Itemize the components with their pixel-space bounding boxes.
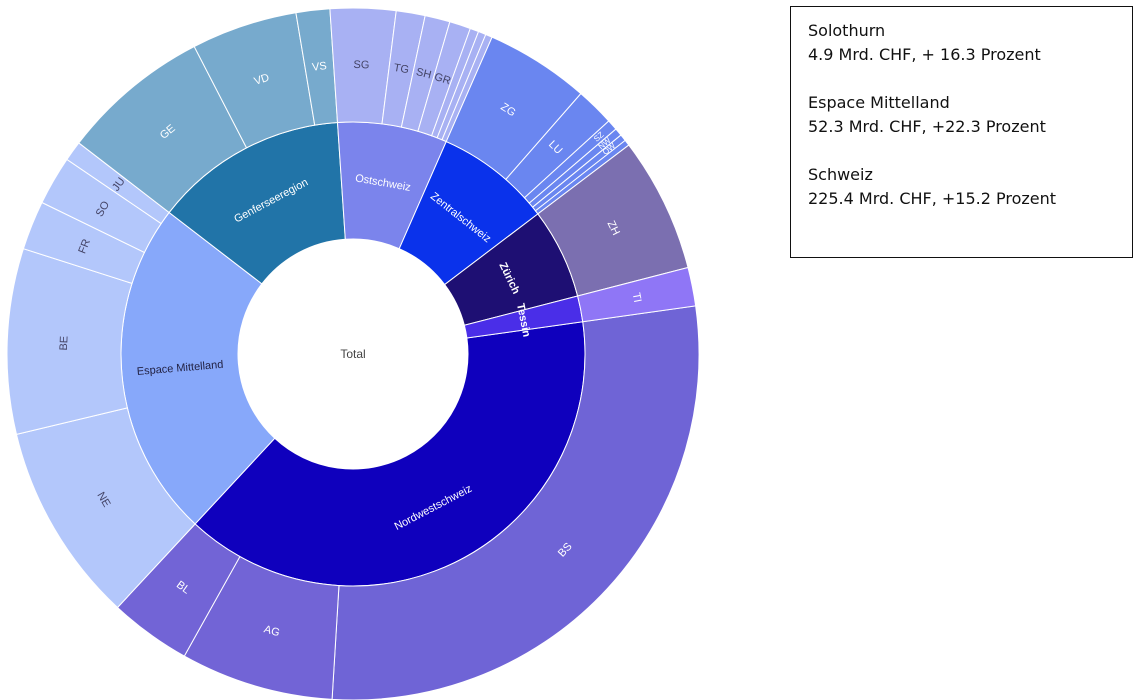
- info-entry-schweiz: Schweiz 225.4 Mrd. CHF, +15.2 Prozent: [808, 163, 1115, 211]
- canton-label-sh: SH: [415, 66, 433, 81]
- info-entry-detail: 225.4 Mrd. CHF, +15.2 Prozent: [808, 189, 1057, 208]
- canton-label-be: BE: [58, 336, 71, 351]
- canton-label-vd: VD: [253, 72, 271, 88]
- canton-segment-ti[interactable]: [577, 266, 697, 323]
- info-entry-espace-mittelland: Espace Mittelland 52.3 Mrd. CHF, +22.3 P…: [808, 91, 1115, 139]
- info-box: Solothurn 4.9 Mrd. CHF, + 16.3 Prozent E…: [790, 6, 1133, 258]
- center-circle: [238, 239, 468, 469]
- canton-label-tg: TG: [393, 62, 410, 76]
- canton-label-ti: TI: [630, 292, 644, 304]
- canton-label-sg: SG: [353, 59, 369, 71]
- info-entry-title: Espace Mittelland: [808, 93, 950, 112]
- canton-label-zh: ZH: [605, 219, 622, 237]
- canton-label-gr: GR: [433, 71, 452, 88]
- center-label: Total: [340, 347, 365, 361]
- info-entry-title: Schweiz: [808, 165, 873, 184]
- info-entry-detail: 52.3 Mrd. CHF, +22.3 Prozent: [808, 117, 1046, 136]
- info-entry-title: Solothurn: [808, 21, 886, 40]
- canton-label-fr: FR: [76, 237, 93, 255]
- canton-label-ag: AG: [262, 623, 281, 639]
- info-entry-solothurn: Solothurn 4.9 Mrd. CHF, + 16.3 Prozent: [808, 19, 1115, 67]
- canton-label-vs: VS: [311, 60, 327, 74]
- info-entry-detail: 4.9 Mrd. CHF, + 16.3 Prozent: [808, 45, 1041, 64]
